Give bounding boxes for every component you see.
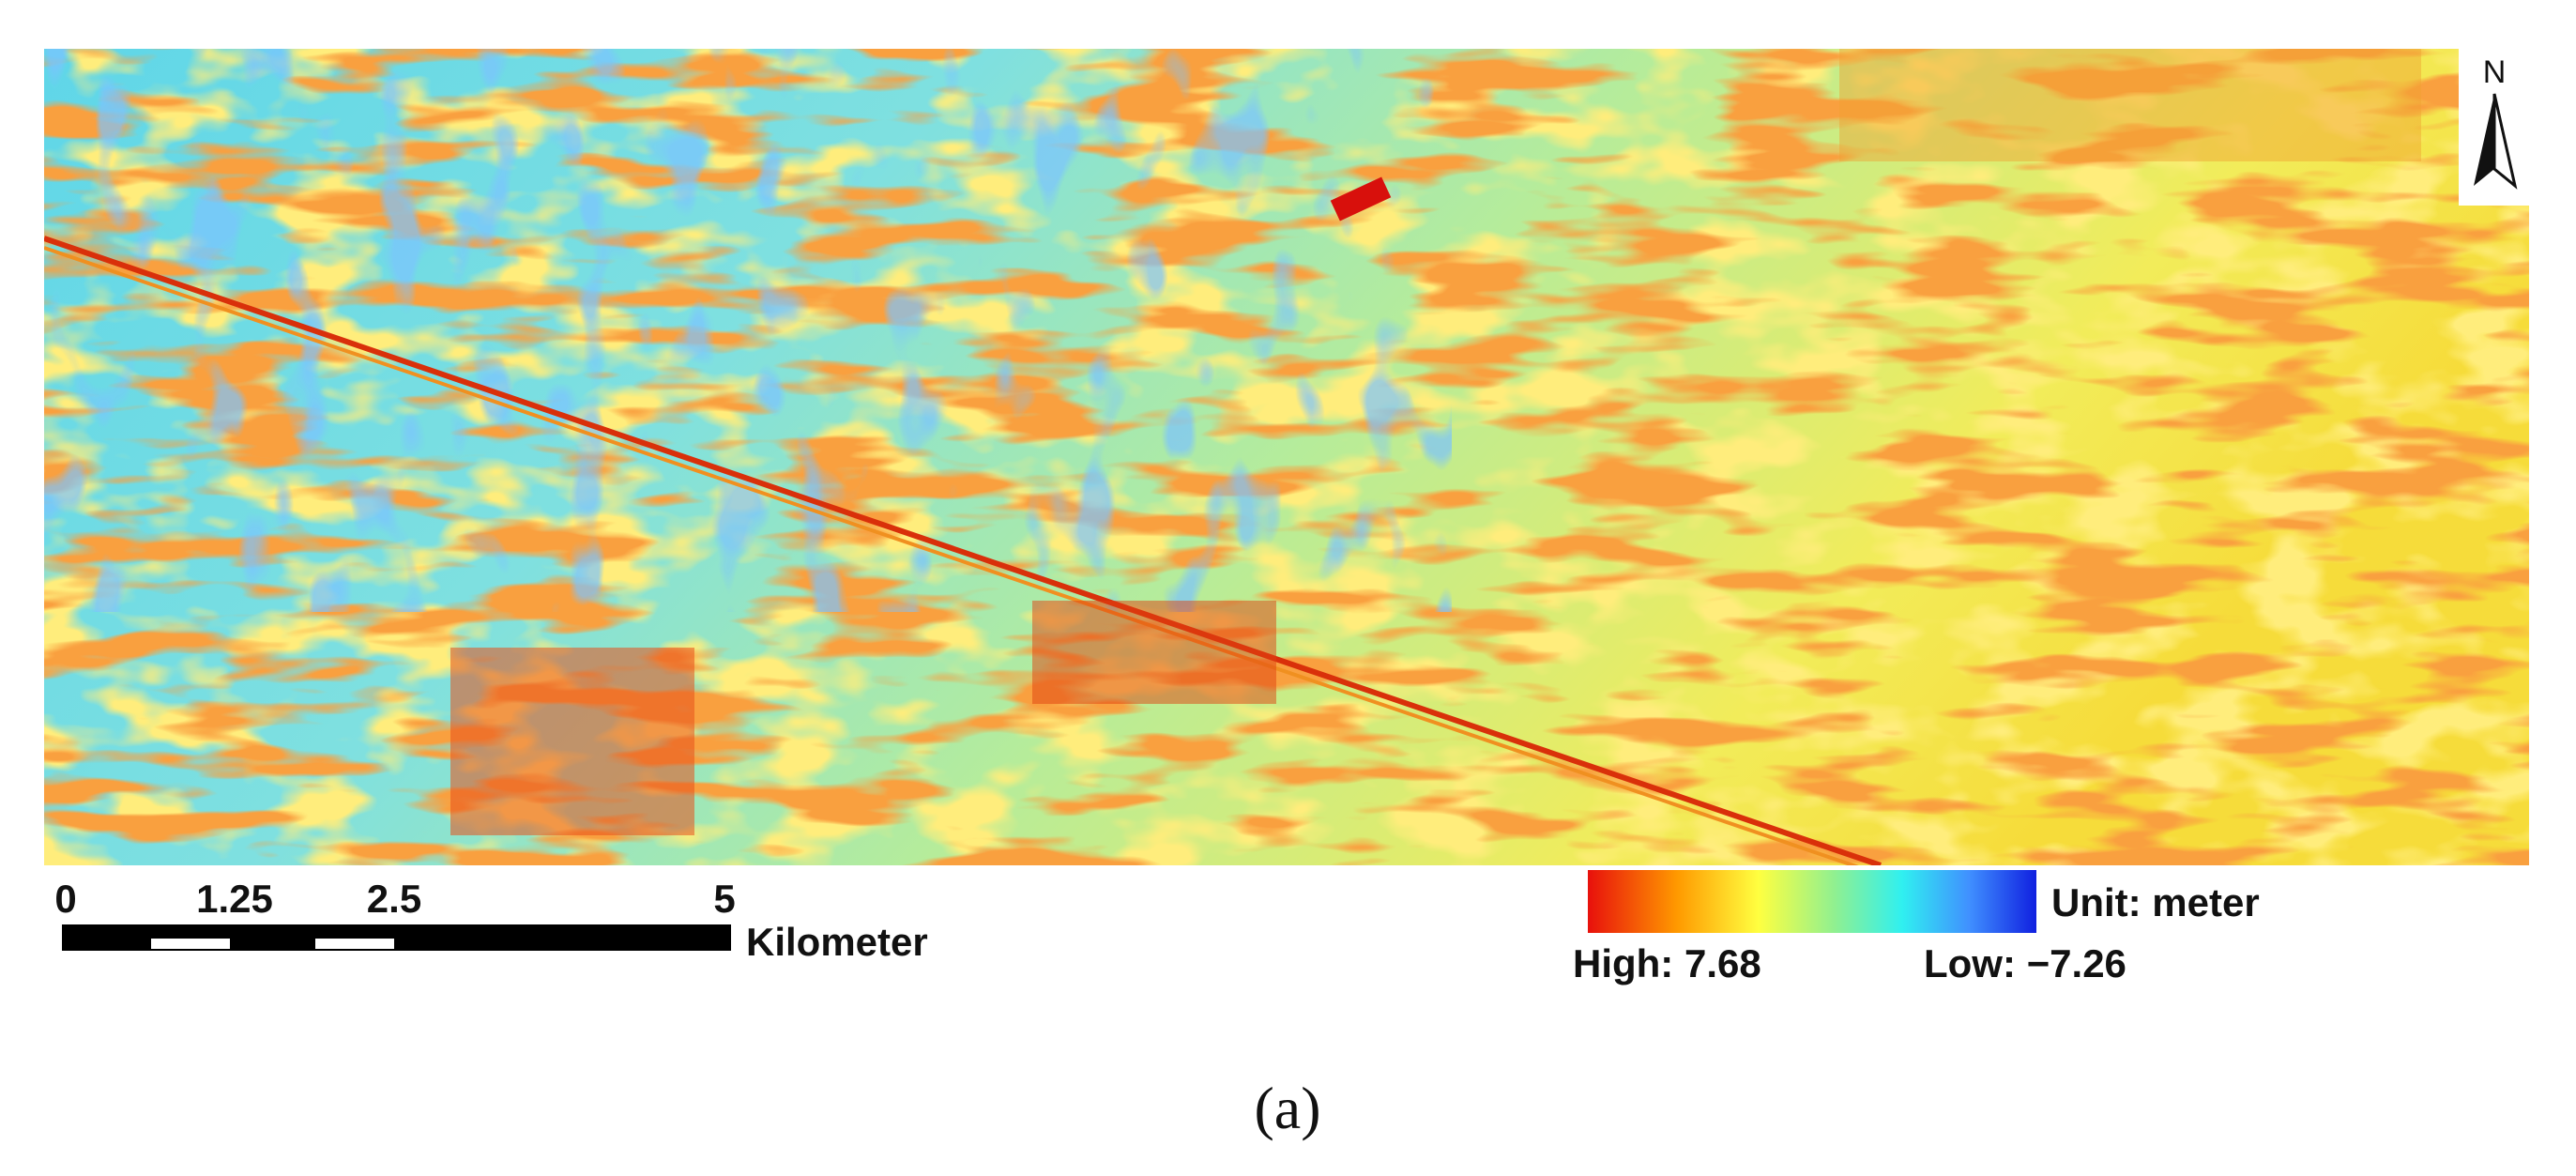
scale-tick-label: 0: [54, 877, 76, 921]
legend: Unit: meter High: 7.68 Low: −7.26: [1573, 870, 2260, 985]
scale-unit: Kilometer: [746, 920, 928, 964]
legend-unit: Unit: meter: [2051, 880, 2260, 924]
legend-low: Low: −7.26: [1924, 941, 2126, 985]
caption: (a): [1254, 1075, 1320, 1141]
north-label: N: [2483, 54, 2507, 90]
scale-bar: 0 1.25 2.5 5 Kilometer: [54, 877, 927, 964]
north-arrow: N: [2459, 49, 2529, 206]
scale-tick-label: 2.5: [367, 877, 421, 921]
scale-tick-label: 5: [713, 877, 735, 921]
legend-high: High: 7.68: [1573, 941, 1761, 985]
elevation-map: [44, 49, 2529, 865]
scale-tick-label: 1.25: [196, 877, 273, 921]
